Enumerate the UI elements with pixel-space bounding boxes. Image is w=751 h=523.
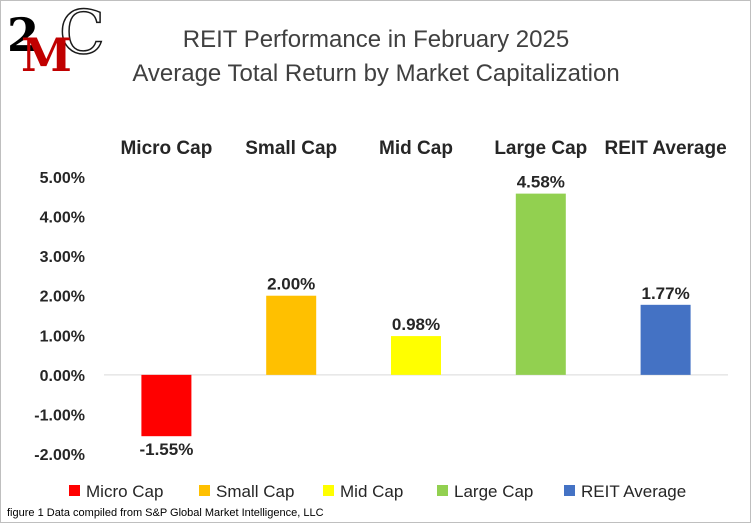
data-labels: -1.55% 2.00% 0.98% 4.58% 1.77% (139, 173, 689, 460)
category-label: REIT Average (605, 138, 727, 159)
y-tick-label: 5.00% (40, 170, 85, 187)
bar (266, 295, 317, 375)
legend-label: Large Cap (454, 482, 533, 501)
y-tick-label: 0.00% (40, 368, 85, 385)
logo-m: M (21, 28, 72, 82)
y-tick-label: 3.00% (40, 249, 85, 266)
category-labels: Micro Cap Small Cap Mid Cap Large Cap REIT A… (120, 138, 726, 159)
legend-label: REIT Average (581, 482, 686, 501)
y-tick-label: 1.00% (40, 328, 85, 345)
chart-subtitle: Average Total Return by Market Capitaliz… (132, 60, 619, 87)
category-label: Large Cap (494, 138, 587, 159)
chart-title: REIT Performance in February 2025 (183, 26, 569, 53)
data-label: 1.77% (641, 284, 689, 303)
legend-swatch (199, 485, 210, 496)
logo-c: C (59, 1, 105, 68)
source-caption: figure 1 Data compiled from S&P Global M… (7, 507, 324, 519)
y-tick-label: 2.00% (40, 289, 85, 306)
category-label: Micro Cap (120, 138, 212, 159)
logo-digit: 2 (7, 8, 39, 62)
data-label: 0.98% (392, 315, 440, 334)
data-label: 4.58% (517, 173, 565, 192)
legend-swatch (69, 485, 80, 496)
y-axis: 5.00% 4.00% 3.00% 2.00% 1.00% 0.00% -1.00% -2.0… (34, 170, 85, 464)
logo: 2 C M (7, 1, 106, 82)
bar (141, 374, 192, 437)
bar (391, 336, 441, 375)
bars (141, 193, 691, 437)
bar (640, 304, 691, 375)
legend-label: Micro Cap (86, 482, 163, 501)
y-tick-label: 4.00% (40, 210, 85, 227)
data-label: 2.00% (267, 275, 315, 294)
legend-swatch (323, 485, 334, 496)
legend-label: Mid Cap (340, 482, 403, 501)
y-tick-label: -1.00% (34, 407, 85, 424)
legend-label: Small Cap (216, 482, 294, 501)
data-label: -1.55% (139, 440, 193, 459)
legend-swatch (564, 485, 575, 496)
bar (515, 193, 566, 375)
y-tick-label: -2.00% (34, 447, 85, 464)
legend-swatch (437, 485, 448, 496)
legend: Micro Cap Small Cap Mid Cap Large Cap REIT A… (69, 482, 686, 501)
category-label: Small Cap (245, 138, 337, 159)
category-label: Mid Cap (379, 138, 453, 159)
